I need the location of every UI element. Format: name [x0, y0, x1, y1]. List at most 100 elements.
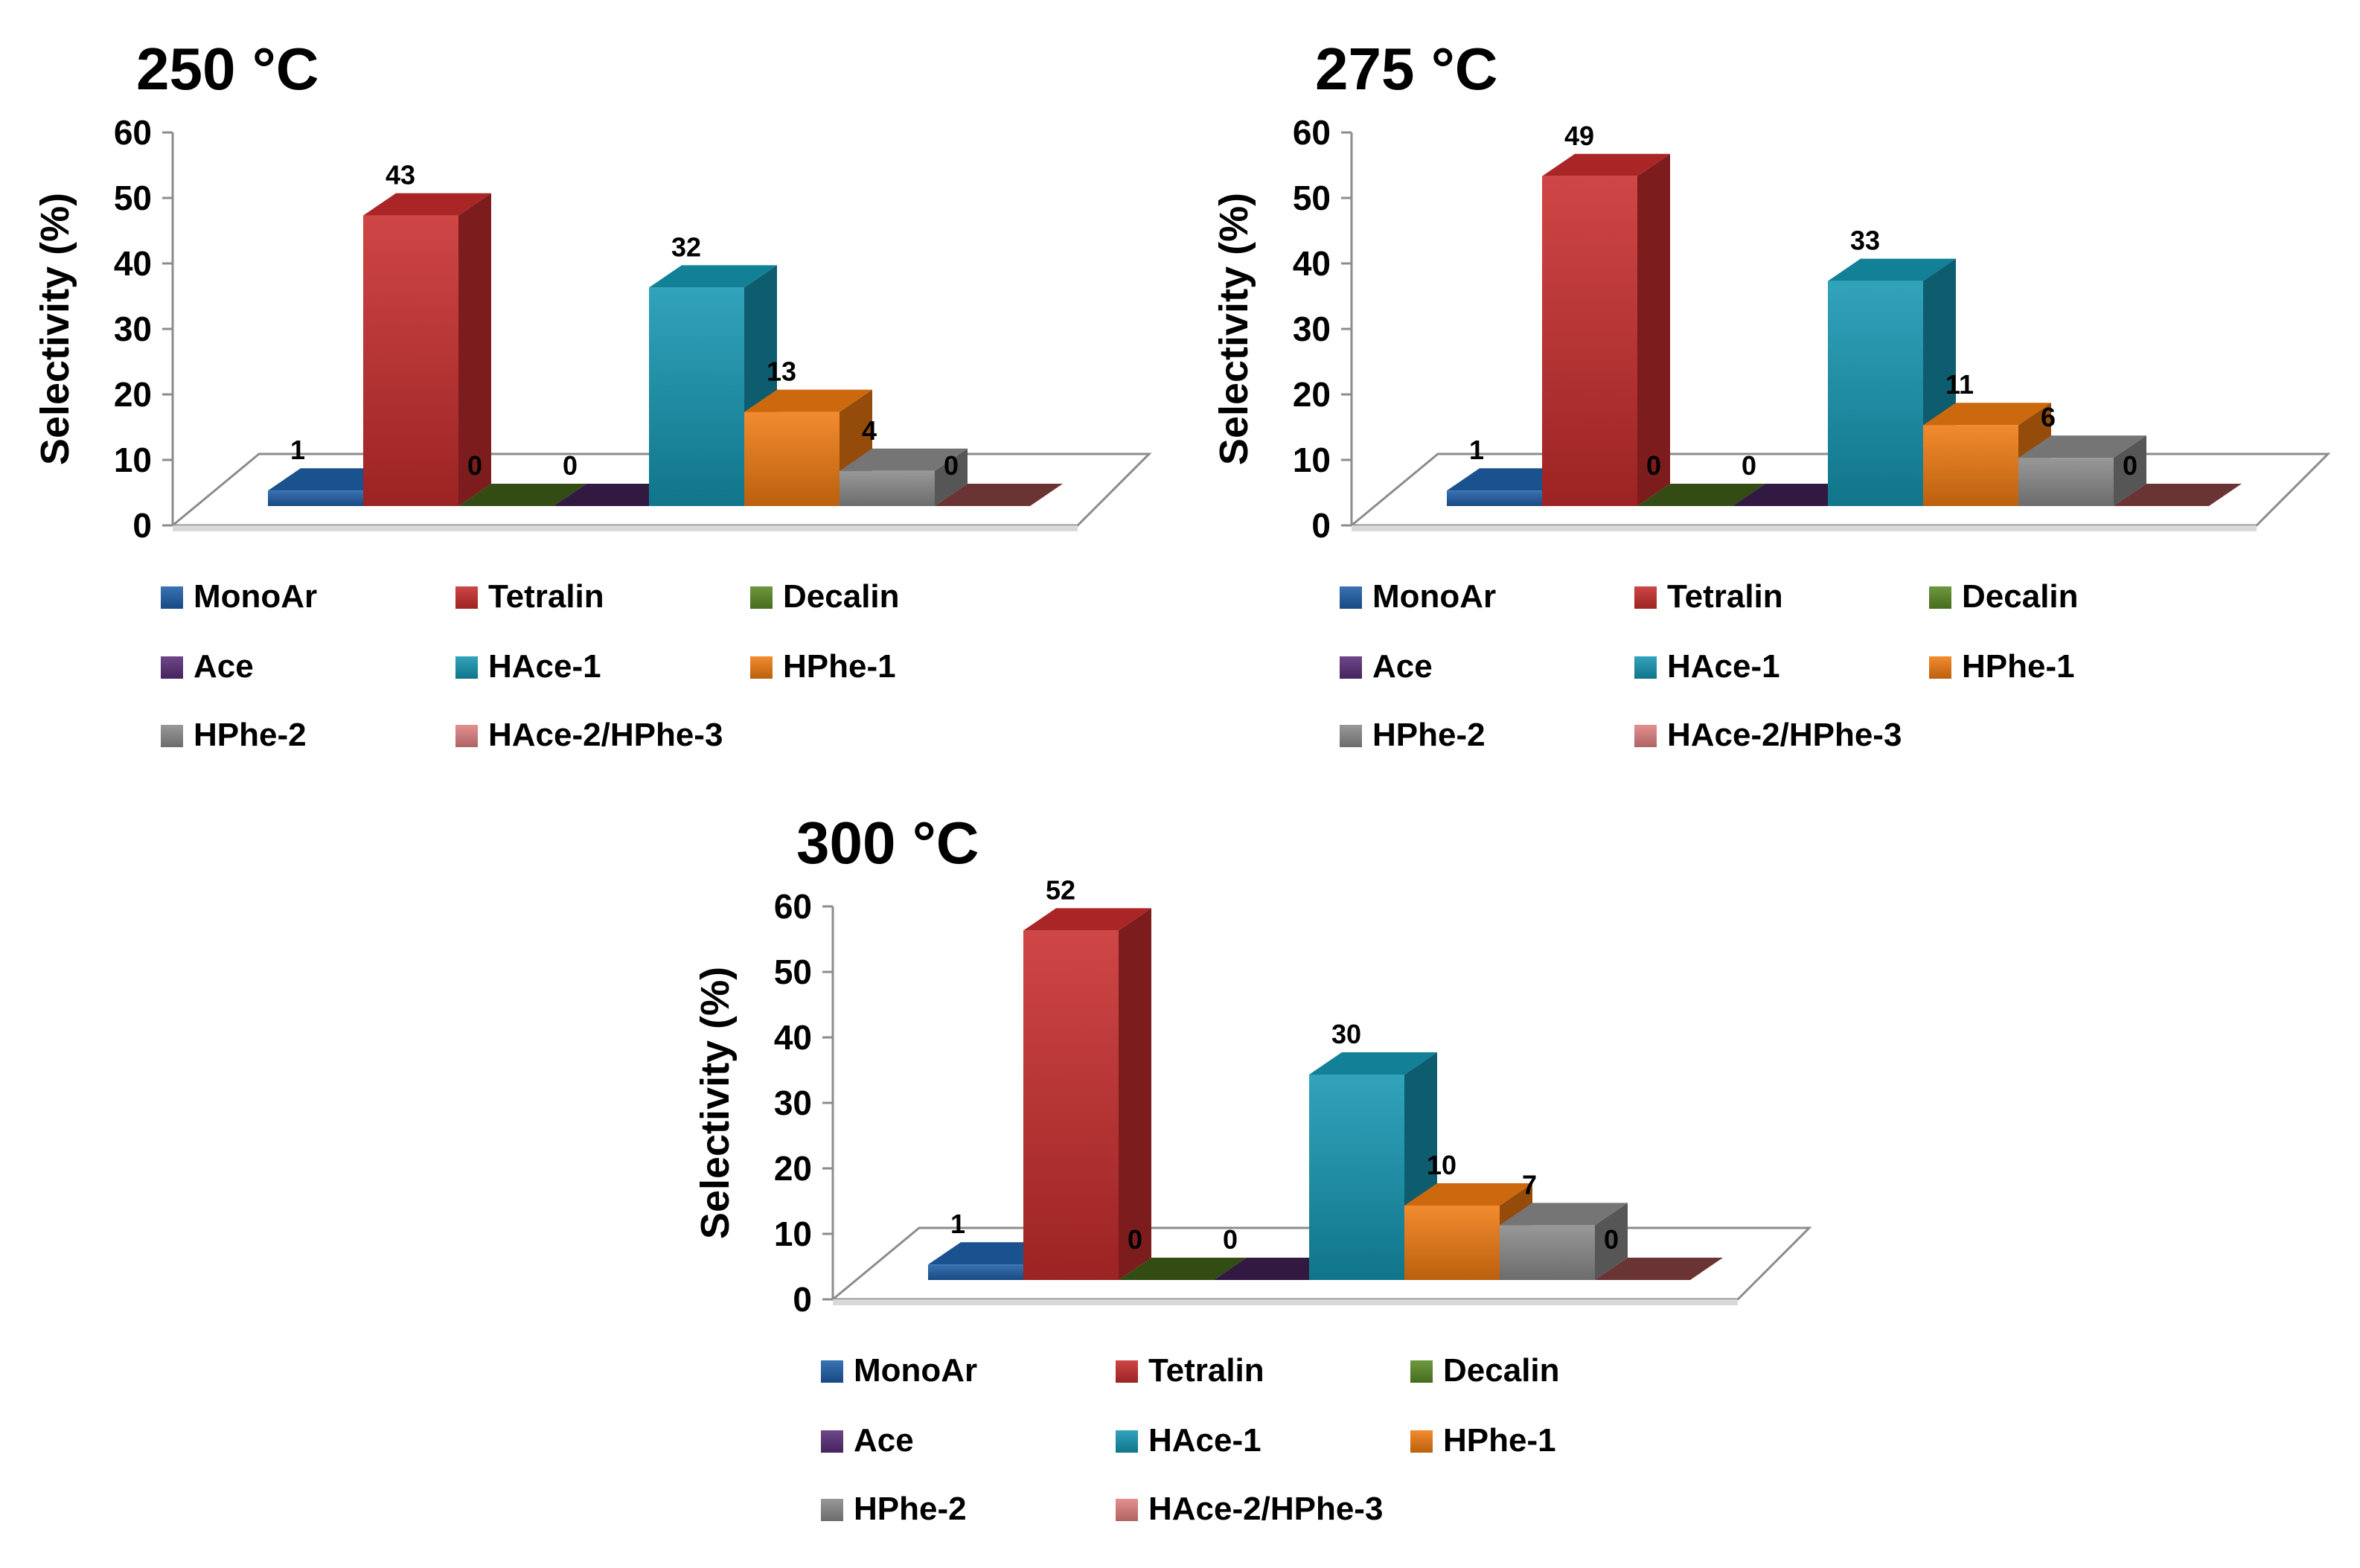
chart-title: 275 °C	[1315, 36, 1497, 102]
bar-front	[1828, 281, 1923, 506]
legend-swatch	[821, 1430, 843, 1453]
legend-label: HPhe-1	[1443, 1422, 1556, 1459]
legend-entry-hphe-1: HPhe-1	[1929, 648, 2075, 685]
bar-front	[840, 470, 935, 506]
chart-title: 250 °C	[136, 36, 319, 102]
legend-swatch	[1116, 1430, 1138, 1453]
legend-entry-hphe-1: HPhe-1	[750, 648, 896, 685]
y-tick-label: 40	[1293, 244, 1331, 283]
bar-front	[268, 490, 363, 506]
legend-label: HAce-2/HPhe-3	[488, 717, 723, 753]
legend-label: Ace	[1372, 648, 1433, 685]
legend-swatch	[1116, 1499, 1138, 1521]
chart-300c: 300 °C 0 10 20 30 40 50 60 Selectivity (%) 1 52 0 0 3…	[693, 810, 1812, 1527]
legend-swatch	[1410, 1360, 1433, 1383]
data-label: 0	[1742, 450, 1756, 481]
legend-label: HAce-1	[1148, 1422, 1261, 1459]
y-axis-label: Selectivity (%)	[33, 193, 77, 465]
bar-hphe-2	[840, 448, 968, 506]
legend-swatch	[1929, 586, 1951, 609]
legend-entry-tetralin: Tetralin	[455, 578, 604, 615]
floor-edge	[173, 525, 1078, 531]
bar-tetralin	[1023, 908, 1151, 1280]
legend-swatch	[1340, 656, 1362, 679]
legend-entry-ace: Ace	[821, 1422, 914, 1459]
y-tick-label: 40	[774, 1018, 812, 1057]
legend-entry-monoar: MonoAr	[821, 1352, 977, 1389]
bar-top	[1500, 1203, 1628, 1226]
data-label: 0	[1223, 1224, 1238, 1255]
legend-entry-ace: Ace	[161, 648, 254, 685]
bar-decalin	[458, 484, 586, 506]
y-tick-label: 50	[1293, 179, 1331, 217]
legend-label: HAce-2/HPhe-3	[1148, 1491, 1383, 1527]
data-label: 7	[1522, 1169, 1537, 1200]
legend-swatch	[161, 656, 183, 679]
y-tick-label: 60	[114, 113, 152, 152]
legend-label: Ace	[854, 1422, 914, 1459]
legend-label: MonoAr	[854, 1352, 977, 1389]
data-label: 0	[1128, 1224, 1142, 1255]
legend-entry-decalin: Decalin	[750, 578, 900, 615]
bar-flat	[1119, 1258, 1247, 1280]
legend-label: HPhe-2	[194, 717, 307, 753]
legend-swatch	[1634, 656, 1657, 679]
data-label: 0	[563, 450, 578, 481]
data-label: 30	[1331, 1019, 1361, 1049]
y-tick-label: 20	[114, 375, 152, 414]
legend-entry-monoar: MonoAr	[161, 578, 317, 615]
legend-entry-ace: Ace	[1340, 648, 1433, 685]
legend-swatch	[1340, 725, 1362, 747]
bar-top	[2018, 435, 2146, 458]
legend-entry-hphe-2: HPhe-2	[821, 1491, 967, 1527]
bar-front	[1404, 1206, 1500, 1280]
data-label: 49	[1564, 121, 1594, 151]
legend-entry-tetralin: Tetralin	[1116, 1352, 1264, 1389]
legend-swatch	[821, 1360, 843, 1383]
data-label: 0	[944, 450, 959, 481]
bar-top	[744, 389, 872, 412]
legend-entry-hace-2-hphe-3: HAce-2/HPhe-3	[1116, 1491, 1383, 1527]
bar-flat	[1637, 484, 1765, 506]
bar-hphe-2	[1500, 1203, 1628, 1280]
y-tick-label: 20	[1293, 375, 1331, 414]
y-tick-label: 10	[114, 441, 152, 479]
y-tick-label: 10	[1293, 441, 1331, 479]
y-tick-label: 20	[774, 1149, 812, 1188]
bar-top	[649, 265, 777, 288]
bar-side	[1119, 908, 1151, 1280]
legend-entry-hphe-2: HPhe-2	[1340, 717, 1486, 753]
legend-label: MonoAr	[194, 578, 317, 615]
legend-label: MonoAr	[1372, 578, 1496, 615]
data-label: 1	[950, 1209, 965, 1239]
bar-hace-2-hphe-3	[2114, 484, 2242, 506]
legend-swatch	[750, 586, 773, 609]
data-label: 33	[1850, 225, 1880, 256]
y-tick-label: 30	[114, 310, 152, 348]
y-tick-label: 50	[114, 179, 152, 217]
data-label: 11	[1945, 369, 1974, 400]
legend-entry-hphe-1: HPhe-1	[1410, 1422, 1556, 1459]
bar-front	[744, 412, 840, 506]
floor-edge	[1352, 525, 2257, 531]
y-axis-label: Selectivity (%)	[693, 967, 738, 1239]
bar-top	[1828, 258, 1956, 281]
bar-side	[935, 448, 968, 506]
y-tick-label: 60	[1293, 113, 1331, 152]
legend-swatch	[1340, 586, 1362, 609]
bar-front	[649, 287, 744, 506]
bar-front	[1923, 425, 2018, 506]
legend-label: Decalin	[783, 578, 900, 615]
y-axis-label: Selectivity (%)	[1212, 193, 1256, 465]
legend-entry-decalin: Decalin	[1929, 578, 2079, 615]
legend-swatch	[1929, 656, 1951, 679]
data-label: 13	[767, 356, 796, 387]
y-tick-label: 40	[114, 244, 152, 283]
legend-entry-hace-2-hphe-3: HAce-2/HPhe-3	[455, 717, 723, 753]
legend-entry-decalin: Decalin	[1410, 1352, 1560, 1389]
bar-side	[458, 193, 491, 506]
legend-entry-tetralin: Tetralin	[1634, 578, 1783, 615]
legend-label: HAce-1	[1667, 648, 1780, 685]
y-tick-label: 0	[132, 506, 152, 545]
